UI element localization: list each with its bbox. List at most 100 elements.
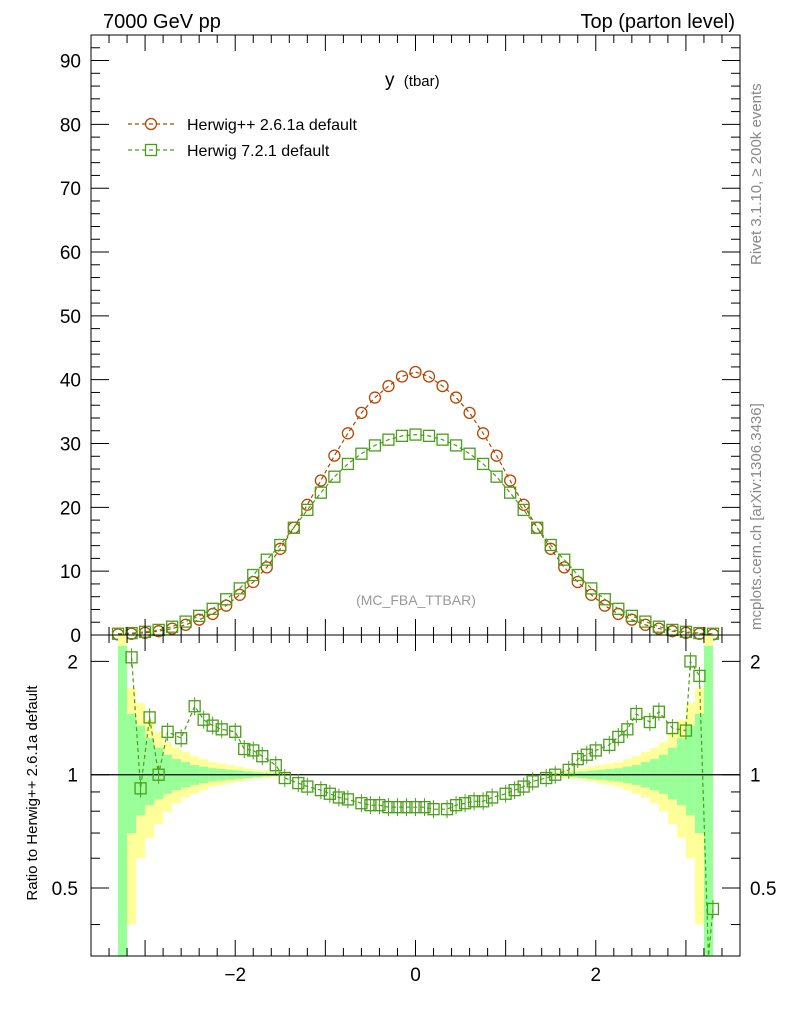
data-point-1-30	[517, 503, 530, 517]
ratio-point-17	[301, 780, 314, 793]
data-point-1-12	[274, 538, 287, 552]
ratio-point-2	[143, 711, 156, 724]
data-point-1-43	[693, 626, 706, 640]
data-point-0-16	[328, 449, 341, 462]
data-point-1-16	[328, 470, 341, 483]
ratio-point-26	[391, 801, 404, 814]
ratio-y-tick-label-right: 2	[750, 652, 761, 673]
ratio-point-23	[364, 799, 377, 812]
ratio-point-4	[161, 725, 174, 738]
y-tick-label: 50	[60, 307, 81, 328]
ratio-point-55	[684, 655, 697, 668]
ratio-point-6	[188, 700, 201, 713]
ratio-series-line-0	[131, 657, 714, 957]
main-plot-series	[111, 365, 720, 641]
ratio-point-56	[693, 669, 706, 683]
data-point-1-36	[598, 593, 611, 606]
ratio-point-0	[125, 651, 138, 664]
data-point-1-22	[409, 428, 422, 441]
data-point-1-7	[206, 602, 219, 615]
y-tick-label: 30	[60, 435, 81, 456]
ratio-point-42	[549, 768, 562, 781]
green-band-35	[676, 738, 686, 806]
data-point-1-27	[476, 457, 490, 471]
ratio-point-41	[540, 771, 553, 785]
data-point-0-34	[571, 575, 584, 589]
ratio-y-tick-label-left: 1	[67, 766, 78, 787]
data-point-1-33	[558, 553, 571, 566]
data-point-1-20	[382, 433, 395, 446]
ratio-point-10	[229, 725, 242, 738]
legend-entry-herwig-pp: Herwig++ 2.6.1a default	[128, 117, 357, 134]
data-point-1-21	[395, 429, 409, 443]
main-plot-title-suffix: (tbar)	[404, 73, 440, 90]
ratio-point-24	[373, 799, 386, 812]
y-tick-label: 60	[60, 243, 81, 264]
ratio-point-54	[679, 724, 693, 737]
data-point-1-4	[165, 620, 179, 633]
y-tick-label: 80	[60, 115, 81, 136]
green-band-38	[703, 645, 713, 956]
data-point-0-23	[422, 370, 436, 383]
ratio-point-43	[562, 763, 575, 777]
legend-marker-circle	[144, 117, 158, 131]
mcplots-label: mcplots.cern.ch [arXiv:1306.3436]	[748, 403, 765, 630]
ratio-y-tick-label-right: 0.5	[750, 879, 776, 900]
main-plot-title-var: y	[385, 70, 395, 91]
green-band-2	[136, 725, 146, 816]
ratio-point-28	[409, 801, 422, 814]
data-point-1-35	[585, 582, 598, 595]
legend: Herwig++ 2.6.1a default Herwig 7.2.1 def…	[128, 117, 357, 160]
ratio-point-52	[652, 705, 666, 718]
ratio-point-18	[314, 783, 328, 797]
data-point-0-22	[409, 365, 422, 379]
ratio-point-48	[612, 730, 625, 744]
ratio-point-29	[418, 801, 431, 814]
ratio-point-22	[355, 797, 368, 810]
data-point-1-28	[490, 470, 503, 483]
data-point-1-25	[449, 439, 463, 452]
data-point-1-15	[314, 486, 328, 499]
legend-label-herwig-pp: Herwig++ 2.6.1a default	[187, 117, 357, 134]
legend-entry-herwig7: Herwig 7.2.1 default	[128, 143, 330, 160]
ratio-point-15	[278, 771, 291, 785]
data-point-0-21	[395, 370, 409, 383]
green-band-3	[145, 738, 155, 806]
ratio-point-58	[706, 902, 720, 916]
ratio-point-30	[427, 803, 440, 816]
ratio-point-35	[476, 795, 490, 808]
data-point-0-19	[368, 391, 382, 404]
data-point-0-15	[314, 474, 328, 487]
green-band-34	[667, 747, 677, 800]
ratio-y-axis-label: Ratio to Herwig++ 2.6.1a default	[24, 685, 41, 901]
legend-label-herwig7: Herwig 7.2.1 default	[187, 143, 330, 160]
ratio-point-47	[603, 738, 616, 752]
y-tick-label: 70	[60, 179, 81, 200]
ratio-point-19	[323, 787, 337, 800]
ratio-point-37	[499, 787, 512, 800]
ratio-plot-ticks: 0.5 0.5 1 1 2 2 −2 0 2	[52, 635, 776, 986]
ratio-point-13	[256, 750, 269, 763]
data-point-0-10	[247, 575, 260, 589]
data-point-1-9	[233, 582, 246, 595]
data-point-1-5	[179, 615, 192, 628]
ratio-y-tick-label-left: 2	[67, 652, 78, 673]
ratio-point-38	[508, 783, 521, 797]
data-point-1-37	[612, 602, 625, 615]
green-band-1	[127, 713, 137, 834]
data-point-1-29	[503, 486, 517, 499]
ratio-point-11	[238, 742, 251, 756]
y-tick-label: 90	[60, 52, 81, 73]
x-tick-label: 0	[410, 965, 421, 986]
x-tick-label: −2	[224, 965, 246, 986]
ratio-point-44	[571, 752, 584, 766]
ratio-point-9	[215, 723, 228, 736]
ratio-point-25	[382, 801, 395, 814]
ratio-y-tick-label-left: 0.5	[52, 879, 78, 900]
data-point-0-9	[233, 588, 246, 601]
green-band-36	[685, 725, 695, 816]
data-point-1-10	[247, 568, 260, 582]
ratio-point-46	[589, 744, 602, 757]
ratio-point-51	[643, 715, 657, 729]
